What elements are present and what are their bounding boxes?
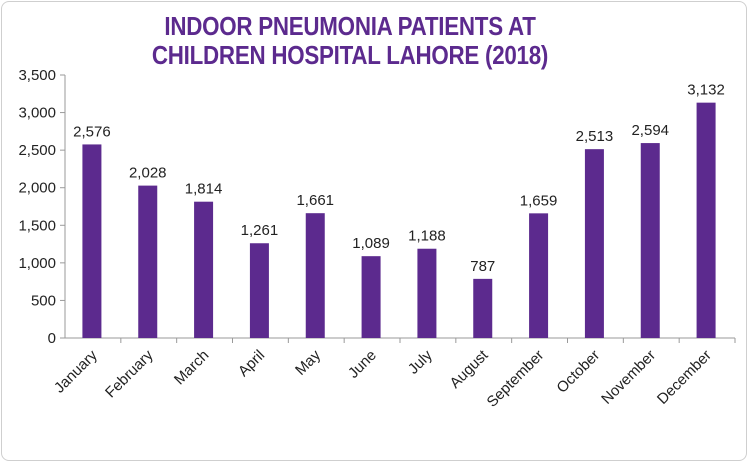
y-tick-label: 3,000 bbox=[18, 105, 56, 122]
y-tick-label: 0 bbox=[48, 330, 56, 347]
chart-title-line-2: CHILDREN HOSPITAL LAHORE (2018) bbox=[151, 40, 549, 70]
x-tick-label: April bbox=[235, 347, 268, 380]
bar bbox=[194, 201, 214, 338]
y-tick-label: 500 bbox=[31, 292, 56, 309]
bar bbox=[138, 185, 158, 338]
bar bbox=[305, 213, 325, 338]
bar bbox=[82, 144, 102, 338]
y-tick-label: 2,500 bbox=[18, 142, 56, 159]
x-tick-label: March bbox=[171, 347, 212, 388]
chart-title-line-1: INDOOR PNEUMONIA PATIENTS AT bbox=[164, 11, 536, 41]
x-tick-label: August bbox=[447, 346, 493, 392]
data-label: 1,089 bbox=[352, 235, 390, 252]
y-tick-label: 3,500 bbox=[18, 67, 56, 84]
x-tick-label: October bbox=[553, 347, 603, 397]
bar bbox=[361, 256, 381, 338]
x-tick-label: September bbox=[484, 347, 548, 411]
data-label: 3,132 bbox=[687, 82, 725, 99]
data-label: 1,261 bbox=[241, 222, 279, 239]
bar bbox=[529, 213, 549, 338]
bar bbox=[640, 143, 660, 338]
y-tick-label: 2,000 bbox=[18, 180, 56, 197]
data-label: 2,513 bbox=[576, 128, 614, 145]
x-tick-label: July bbox=[405, 346, 436, 377]
bar bbox=[696, 102, 716, 338]
data-label: 1,661 bbox=[296, 192, 334, 209]
data-label: 2,028 bbox=[129, 165, 167, 182]
x-tick-label: November bbox=[598, 347, 659, 408]
data-label: 787 bbox=[470, 258, 495, 275]
x-tick-label: December bbox=[654, 347, 715, 408]
data-label: 1,659 bbox=[520, 192, 558, 209]
y-tick-label: 1,500 bbox=[18, 217, 56, 234]
data-label: 1,814 bbox=[185, 181, 223, 198]
data-label: 2,594 bbox=[631, 122, 669, 139]
data-label: 1,188 bbox=[408, 228, 446, 245]
bar bbox=[249, 243, 269, 338]
bar bbox=[584, 149, 604, 338]
bar bbox=[473, 278, 493, 338]
bar bbox=[417, 248, 437, 338]
chart-title: INDOOR PNEUMONIA PATIENTS AT CHILDREN HO… bbox=[49, 12, 651, 70]
y-tick-label: 1,000 bbox=[18, 255, 56, 272]
x-tick-label: February bbox=[102, 346, 157, 401]
data-label: 2,576 bbox=[73, 123, 111, 140]
x-tick-label: June bbox=[345, 347, 380, 382]
x-tick-label: May bbox=[292, 346, 324, 378]
x-tick-label: January bbox=[51, 346, 101, 396]
